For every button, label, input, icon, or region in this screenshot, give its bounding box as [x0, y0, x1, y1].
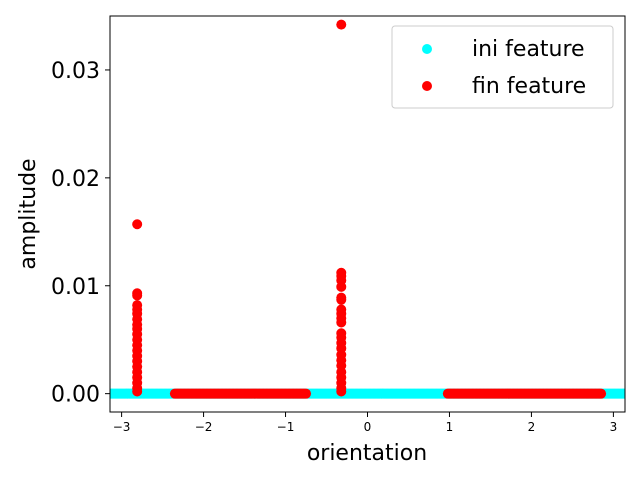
- fin-feature-point: [132, 386, 143, 397]
- x-axis-ticks: −3 −2 −1 0 1 2 3: [113, 412, 617, 434]
- fin-feature-point: [336, 317, 347, 328]
- x-tick-label: 2: [528, 420, 536, 434]
- x-axis-label: orientation: [307, 441, 427, 466]
- x-tick-label: 3: [610, 420, 618, 434]
- legend-label-ini-feature: ini feature: [472, 37, 585, 62]
- legend-marker-ini-feature: [422, 44, 432, 54]
- fin-feature-point: [336, 281, 347, 292]
- legend-marker-fin-feature: [422, 81, 432, 91]
- legend-label-fin-feature: fin feature: [472, 74, 586, 99]
- fin-feature-point: [336, 386, 347, 397]
- x-tick-label: 0: [364, 420, 372, 434]
- fin-feature-point: [132, 219, 143, 230]
- fin-feature-point: [336, 19, 347, 30]
- legend-box: [391, 25, 614, 109]
- x-tick-label: −1: [277, 420, 295, 434]
- x-tick-label: 1: [446, 420, 454, 434]
- x-tick-label: −3: [113, 420, 131, 434]
- y-tick-label: 0.00: [51, 383, 100, 408]
- series-layer: [110, 19, 625, 399]
- fin-feature-point: [132, 290, 143, 301]
- legend: ini feature fin feature: [391, 25, 614, 109]
- y-axis-ticks: 0.00 0.01 0.02 0.03: [51, 59, 110, 408]
- fin-feature-point: [336, 294, 347, 305]
- y-tick-label: 0.03: [51, 59, 100, 84]
- fin-feature-point: [301, 388, 312, 399]
- y-tick-label: 0.02: [51, 167, 100, 192]
- ini-feature-point: [620, 388, 625, 399]
- y-axis-label: amplitude: [16, 158, 41, 269]
- fin-feature-point: [596, 388, 607, 399]
- x-tick-label: −2: [195, 420, 213, 434]
- y-tick-label: 0.01: [51, 275, 100, 300]
